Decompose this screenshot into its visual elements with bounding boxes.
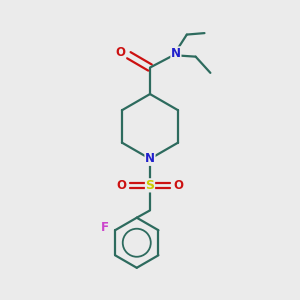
Text: N: N <box>171 47 181 60</box>
Text: O: O <box>116 179 126 192</box>
Text: O: O <box>174 179 184 192</box>
Text: S: S <box>146 179 154 192</box>
Text: N: N <box>145 152 155 165</box>
Text: O: O <box>116 46 126 59</box>
Text: F: F <box>101 221 109 234</box>
